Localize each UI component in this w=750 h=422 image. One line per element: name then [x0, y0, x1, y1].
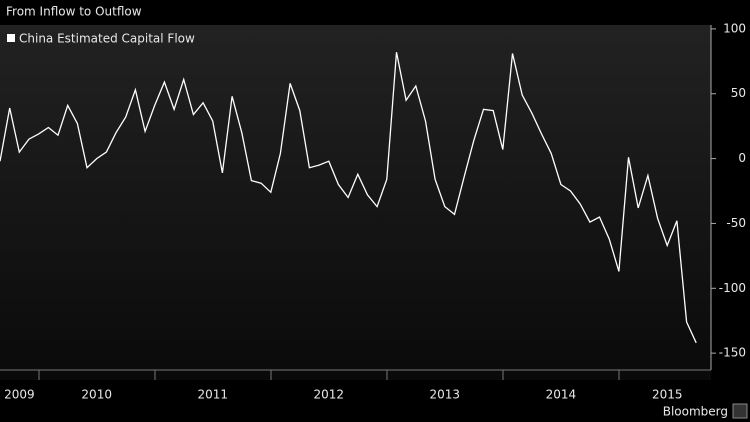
y-tick-label: 100 — [723, 21, 746, 35]
y-tick-label: -50 — [726, 216, 746, 230]
year-separators — [38, 370, 620, 380]
line — [0, 52, 697, 344]
source: Bloomberg — [663, 405, 728, 419]
x-tick-label: 2011 — [197, 388, 228, 402]
x-tick-label: 2014 — [546, 388, 577, 402]
legend-swatch — [7, 34, 15, 42]
x-tick-label: 2010 — [81, 388, 112, 402]
x-tick-label: 2013 — [430, 388, 461, 402]
y-tick-label: -100 — [719, 281, 746, 295]
plot-area — [0, 25, 711, 380]
x-tick-label: 2012 — [314, 388, 345, 402]
y-tick-label: 0 — [738, 151, 746, 165]
y-tick-label: 50 — [731, 86, 746, 100]
y-tick-label: -150 — [719, 346, 746, 360]
legend-label: China Estimated Capital Flow — [19, 32, 195, 46]
logo — [732, 403, 748, 419]
chart-title: From Inflow to Outflow — [6, 5, 142, 19]
x-tick-label: 2009 — [4, 388, 35, 402]
x-tick-label: 2015 — [652, 388, 683, 402]
